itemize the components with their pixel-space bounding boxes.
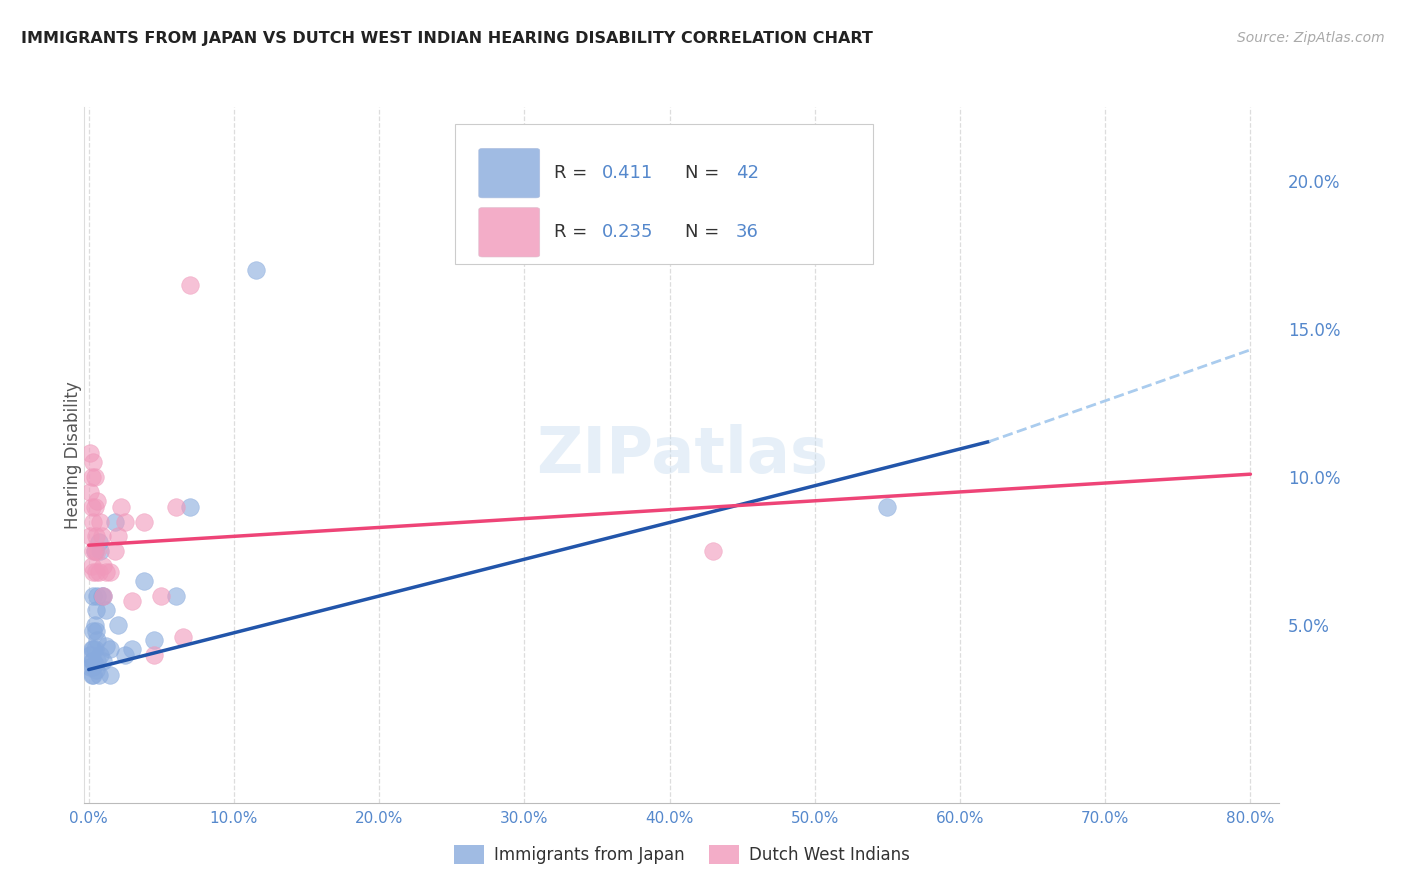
Point: [121, 594, 143, 608]
Point: [82, 589, 104, 603]
Point: [87, 535, 110, 549]
Point: [82, 455, 104, 469]
Point: [83, 657, 105, 671]
Point: [82, 565, 104, 579]
Point: [84, 624, 107, 638]
Point: [121, 641, 143, 656]
Point: [83, 544, 105, 558]
Text: ZIPatlas: ZIPatlas: [536, 424, 828, 486]
Point: [89, 544, 111, 558]
Legend: Immigrants from Japan, Dutch West Indians: Immigrants from Japan, Dutch West Indian…: [447, 838, 917, 871]
Point: [80, 500, 103, 514]
Point: [86, 589, 108, 603]
Point: [82, 659, 104, 673]
Point: [91, 654, 114, 668]
Point: [179, 500, 201, 514]
Point: [100, 668, 122, 682]
Point: [94, 565, 117, 579]
Point: [245, 263, 267, 277]
Text: N =: N =: [686, 164, 725, 182]
Point: [79, 484, 101, 499]
Point: [83, 470, 105, 484]
Text: Source: ZipAtlas.com: Source: ZipAtlas.com: [1237, 31, 1385, 45]
Point: [100, 565, 122, 579]
Point: [82, 544, 104, 558]
Point: [80, 668, 103, 682]
Point: [86, 493, 108, 508]
Point: [104, 515, 127, 529]
Point: [84, 565, 107, 579]
Point: [83, 618, 105, 632]
Point: [86, 654, 108, 668]
Text: R =: R =: [554, 223, 593, 241]
Point: [114, 648, 136, 662]
Point: [172, 630, 194, 644]
Point: [165, 500, 187, 514]
Point: [132, 515, 155, 529]
Point: [94, 639, 117, 653]
Point: [110, 500, 132, 514]
Point: [876, 500, 898, 514]
Text: R =: R =: [554, 164, 593, 182]
FancyBboxPatch shape: [479, 208, 540, 257]
Text: 42: 42: [735, 164, 759, 182]
Point: [91, 589, 114, 603]
Text: N =: N =: [686, 223, 725, 241]
Point: [179, 277, 201, 292]
Point: [86, 632, 108, 647]
Point: [89, 515, 111, 529]
Point: [86, 544, 108, 558]
Point: [84, 603, 107, 617]
Point: [82, 641, 104, 656]
Text: 36: 36: [735, 223, 759, 241]
Text: 0.235: 0.235: [602, 223, 654, 241]
Point: [84, 663, 107, 677]
Point: [143, 648, 166, 662]
Y-axis label: Hearing Disability: Hearing Disability: [65, 381, 82, 529]
Point: [82, 654, 104, 668]
Point: [82, 624, 104, 638]
Point: [83, 641, 105, 656]
Point: [80, 470, 103, 484]
Point: [83, 544, 105, 558]
Point: [89, 648, 111, 662]
Point: [79, 446, 101, 460]
FancyBboxPatch shape: [456, 124, 873, 264]
Point: [80, 654, 103, 668]
Point: [83, 500, 105, 514]
Point: [104, 544, 127, 558]
Point: [143, 632, 166, 647]
Point: [165, 589, 187, 603]
Point: [80, 558, 103, 573]
Point: [114, 515, 136, 529]
Text: IMMIGRANTS FROM JAPAN VS DUTCH WEST INDIAN HEARING DISABILITY CORRELATION CHART: IMMIGRANTS FROM JAPAN VS DUTCH WEST INDI…: [21, 31, 873, 46]
Point: [90, 529, 112, 543]
Point: [150, 589, 173, 603]
FancyBboxPatch shape: [479, 148, 540, 198]
Point: [90, 589, 112, 603]
Point: [82, 515, 104, 529]
Point: [87, 565, 110, 579]
Point: [82, 668, 104, 682]
Point: [702, 544, 724, 558]
Point: [107, 529, 129, 543]
Point: [79, 648, 101, 662]
Point: [107, 618, 129, 632]
Point: [91, 558, 114, 573]
Point: [91, 589, 114, 603]
Point: [80, 641, 103, 656]
Point: [84, 529, 107, 543]
Point: [132, 574, 155, 588]
Point: [94, 603, 117, 617]
Point: [87, 668, 110, 682]
Point: [100, 641, 122, 656]
Point: [79, 659, 101, 673]
Text: 0.411: 0.411: [602, 164, 654, 182]
Point: [79, 529, 101, 543]
